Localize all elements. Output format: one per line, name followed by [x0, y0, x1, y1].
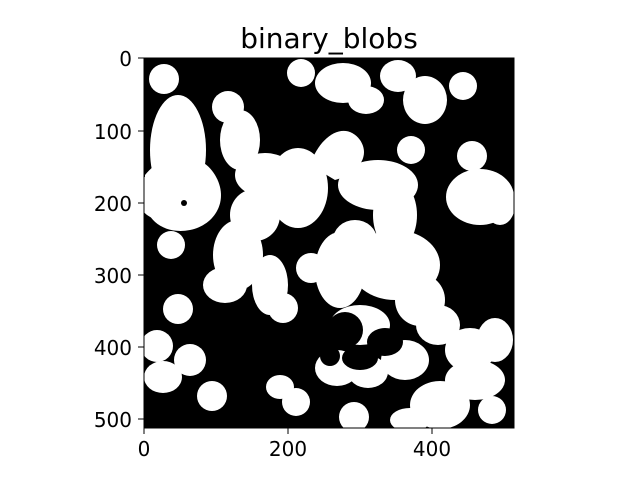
x-axis: 0 200 400 — [138, 428, 451, 461]
x-tick: 0 — [138, 428, 151, 461]
y-tick-label-200: 200 — [94, 192, 132, 216]
x-tick-label-0: 0 — [138, 437, 151, 461]
y-tick: 100 — [94, 120, 144, 144]
x-tick-label-200: 200 — [269, 437, 307, 461]
x-tick-label-400: 400 — [413, 437, 451, 461]
y-tick-label-0: 0 — [119, 47, 132, 71]
binary-blobs-image — [144, 58, 514, 428]
y-tick-label-500: 500 — [94, 408, 132, 432]
y-axis: 0 100 200 300 400 500 — [94, 47, 144, 432]
white-blobs — [144, 59, 514, 428]
y-tick-label-400: 400 — [94, 336, 132, 360]
plot-title: binary_blobs — [240, 22, 418, 55]
y-tick-label-100: 100 — [94, 120, 132, 144]
y-tick: 200 — [94, 192, 144, 216]
black-holes — [181, 200, 403, 370]
y-tick: 500 — [94, 408, 144, 432]
axes-frame — [143, 57, 515, 429]
x-tick: 200 — [269, 428, 307, 461]
y-tick: 400 — [94, 336, 144, 360]
y-tick: 300 — [94, 264, 144, 288]
y-tick: 0 — [119, 47, 144, 71]
x-tick: 400 — [413, 428, 451, 461]
y-tick-label-300: 300 — [94, 264, 132, 288]
